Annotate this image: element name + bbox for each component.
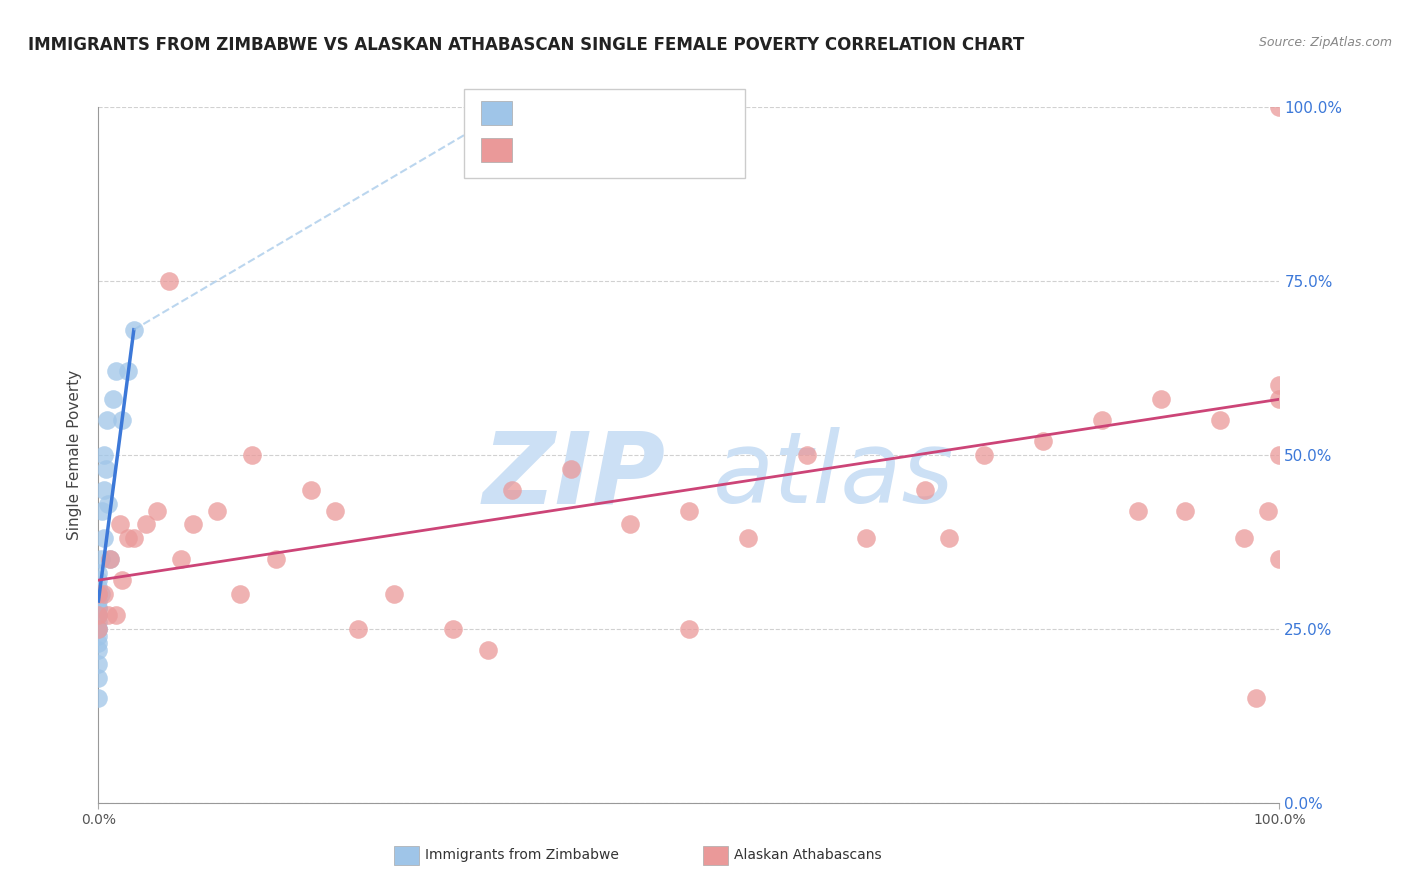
Text: R = 0.362   N = 51: R = 0.362 N = 51 [520, 142, 690, 160]
Point [87, 594, 110, 608]
Point [441, 622, 464, 636]
Text: Immigrants from Zimbabwe: Immigrants from Zimbabwe [425, 848, 619, 863]
Point [1268, 448, 1291, 462]
Point [87, 607, 110, 622]
Text: R = 0.481   N = 35: R = 0.481 N = 35 [520, 104, 690, 122]
Point [914, 483, 936, 497]
Point [87, 607, 110, 622]
Text: atlas: atlas [713, 427, 955, 524]
Point [170, 552, 193, 566]
Point [1126, 503, 1149, 517]
Point [240, 448, 263, 462]
Point [619, 517, 641, 532]
Point [94, 462, 117, 476]
Point [501, 483, 523, 497]
Text: Source: ZipAtlas.com: Source: ZipAtlas.com [1258, 36, 1392, 49]
Point [87, 587, 110, 601]
Point [1268, 552, 1291, 566]
Text: IMMIGRANTS FROM ZIMBABWE VS ALASKAN ATHABASCAN SINGLE FEMALE POVERTY CORRELATION: IMMIGRANTS FROM ZIMBABWE VS ALASKAN ATHA… [28, 36, 1025, 54]
Point [87, 622, 110, 636]
Point [1268, 100, 1291, 114]
Point [1268, 378, 1291, 392]
Point [1209, 413, 1232, 427]
Point [1268, 392, 1291, 407]
Point [87, 657, 110, 671]
Point [264, 552, 287, 566]
Point [101, 392, 124, 407]
Point [87, 636, 110, 650]
Point [122, 532, 145, 546]
Point [938, 532, 960, 546]
Point [1150, 392, 1173, 407]
Point [382, 587, 405, 601]
Point [678, 622, 700, 636]
Point [87, 691, 110, 706]
Point [560, 462, 582, 476]
Point [108, 517, 131, 532]
Point [87, 587, 110, 601]
Point [105, 364, 128, 378]
Point [117, 532, 139, 546]
Point [93, 483, 115, 497]
Point [87, 601, 110, 615]
Point [93, 448, 115, 462]
Point [678, 503, 700, 517]
Point [229, 587, 252, 601]
Point [97, 607, 120, 622]
Point [98, 552, 121, 566]
Point [87, 580, 110, 594]
Point [323, 503, 346, 517]
Point [97, 497, 120, 511]
Point [87, 607, 110, 622]
Point [87, 642, 110, 657]
Point [87, 615, 110, 629]
Point [87, 671, 110, 685]
Point [796, 448, 818, 462]
Point [1233, 532, 1256, 546]
Point [87, 601, 110, 615]
Point [105, 607, 128, 622]
Point [1174, 503, 1197, 517]
Point [87, 587, 110, 601]
Point [1257, 503, 1279, 517]
Point [347, 622, 370, 636]
Point [93, 587, 115, 601]
Point [91, 503, 114, 517]
Point [299, 483, 322, 497]
Point [87, 622, 110, 636]
Point [98, 552, 121, 566]
Point [87, 573, 110, 587]
Text: ZIP: ZIP [482, 427, 665, 524]
Point [87, 566, 110, 581]
Point [122, 323, 145, 337]
Point [87, 622, 110, 636]
Point [90, 552, 112, 566]
Point [477, 642, 499, 657]
Point [87, 629, 110, 643]
Point [146, 503, 169, 517]
Point [973, 448, 995, 462]
Point [96, 413, 118, 427]
Y-axis label: Single Female Poverty: Single Female Poverty [67, 370, 83, 540]
Point [205, 503, 228, 517]
Point [135, 517, 157, 532]
Point [117, 364, 139, 378]
Point [1244, 691, 1267, 706]
Point [93, 532, 115, 546]
Point [111, 573, 134, 587]
Point [855, 532, 877, 546]
Point [181, 517, 204, 532]
Point [111, 413, 134, 427]
Point [87, 587, 110, 601]
Point [1091, 413, 1114, 427]
Point [90, 587, 112, 601]
Point [737, 532, 759, 546]
Text: Alaskan Athabascans: Alaskan Athabascans [734, 848, 882, 863]
Point [157, 274, 180, 288]
Point [1032, 434, 1054, 448]
